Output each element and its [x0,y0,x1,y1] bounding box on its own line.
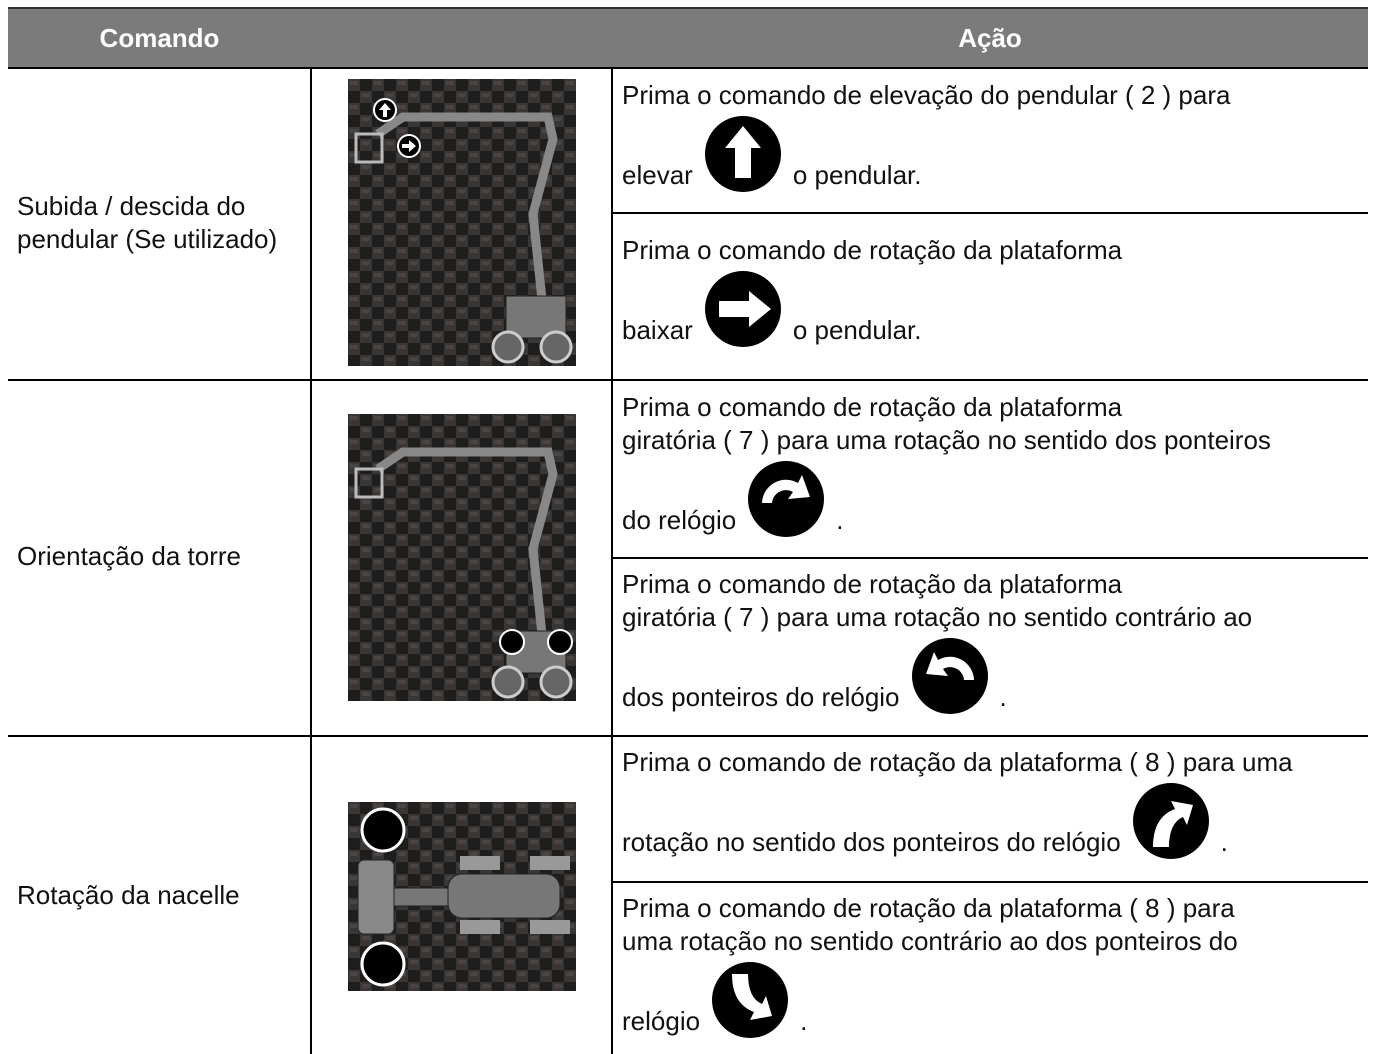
action-line: Prima o comando de rotação da plataforma… [622,893,1235,923]
machine-image [348,802,576,991]
sub-border [612,212,1368,214]
action-text: relógio [622,1006,701,1036]
command-line: Orientação da torre [17,541,242,571]
row-border [8,67,1368,69]
col-border [611,68,613,1054]
action-text: . [999,682,1007,712]
action-text: . [800,1006,808,1036]
command: Subida / descida do pendular (Se utiliza… [17,190,307,256]
action-text: dos ponteiros do relógio [622,682,900,712]
action-text: o pendular. [792,160,922,190]
machine-image [348,414,576,701]
icon-turn-right [1132,783,1209,859]
sub-border [612,557,1368,559]
action: Prima o comando de elevação do pendular … [622,79,1362,192]
action-line: Prima o comando de rotação da plataforma [622,392,1123,422]
icon-right [704,271,781,347]
command-line: Subida / descida do [17,191,246,221]
row-border [8,735,1368,737]
command-line: Rotação da nacelle [17,880,240,910]
header-cell: Ação [612,9,1368,68]
action-text: rotação no sentido dos ponteiros do reló… [622,827,1121,857]
icon-rotate-ccw [911,638,988,714]
action-text: do relógio [622,505,737,535]
action-text: . [836,505,844,535]
header-cell: Comando [8,9,311,68]
action-text: elevar [622,160,693,190]
row-border [8,379,1368,381]
action-line: giratória ( 7 ) para uma rotação no sent… [622,425,1271,455]
action-text: . [1220,827,1228,857]
action: Prima o comando de rotação da plataforma… [622,568,1362,714]
icon-rotate-cw [748,461,825,537]
action-line: Prima o comando de elevação do pendular … [622,80,1231,110]
action-text: o pendular. [792,315,922,345]
action-line: Prima o comando de rotação da plataforma… [622,747,1293,777]
action-line: giratória ( 7 ) para uma rotação no sent… [622,602,1253,632]
top-rule [8,7,1368,9]
action-line: Prima o comando de rotação da plataforma [622,235,1123,265]
col-border [310,68,312,1054]
command: Orientação da torre [17,540,307,573]
icon-turn-down [712,962,789,1038]
action-line: uma rotação no sentido contrário ao dos … [622,926,1238,956]
action: Prima o comando de rotação da plataforma… [622,234,1362,347]
command: Rotação da nacelle [17,879,307,912]
machine-image [348,79,576,366]
action-text: baixar [622,315,693,345]
sub-border [612,881,1368,883]
command-line: pendular (Se utilizado) [17,224,278,254]
icon-up [704,116,781,192]
action: Prima o comando de rotação da plataforma… [622,391,1362,537]
action: Prima o comando de rotação da plataforma… [622,746,1362,859]
action: Prima o comando de rotação da plataforma… [622,892,1362,1038]
action-line: Prima o comando de rotação da plataforma [622,569,1123,599]
